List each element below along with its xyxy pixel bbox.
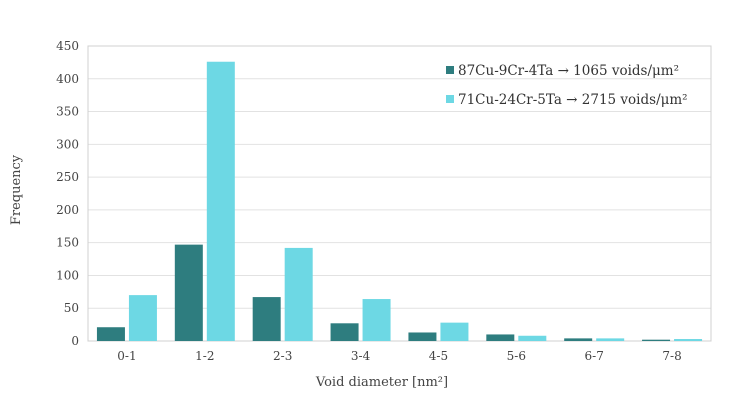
y-axis-title: Frequency: [9, 154, 24, 225]
x-tick-label: 0-1: [117, 349, 136, 363]
bar-series-1-5-6: [486, 334, 515, 341]
x-axis-title: Void diameter [nm²]: [315, 375, 448, 390]
legend: 87Cu-9Cr-4Ta → 1065 voids/μm² 71Cu-24Cr-5…: [446, 63, 688, 108]
y-tick-label: 200: [56, 203, 79, 217]
bar-series-2-5-6: [518, 335, 547, 341]
bar-series-1-6-7: [564, 338, 593, 341]
x-tick-label: 4-5: [429, 349, 448, 363]
x-tick-labels: 0-1 1-2 2-3 3-4 4-5 5-6 6-7 7-8: [117, 349, 681, 363]
y-tick-label: 450: [56, 39, 79, 53]
x-tick-label: 1-2: [195, 349, 214, 363]
bar-series-1-4-5: [408, 332, 437, 341]
legend-swatch: [446, 95, 454, 103]
bar-series-1-3-4: [330, 323, 359, 341]
bar-series-1-2-3: [252, 297, 281, 341]
bar-series-2-1-2: [206, 61, 235, 341]
bar-series-2-2-3: [284, 247, 313, 341]
bar-series-2-7-8: [674, 339, 703, 341]
legend-swatch: [446, 66, 454, 74]
legend-label: 71Cu-24Cr-5Ta → 2715 voids/μm²: [458, 92, 688, 108]
y-tick-label: 300: [56, 137, 79, 151]
bar-series-2-0-1: [128, 295, 157, 341]
y-tick-label: 100: [56, 268, 79, 282]
y-tick-label: 350: [56, 105, 79, 119]
y-tick-label: 0: [71, 334, 79, 348]
bar-series-1-7-8: [642, 339, 671, 341]
y-tick-labels: 0 50 100 150 200 250 300 350 400 450: [56, 39, 79, 348]
x-tick-label: 2-3: [273, 349, 292, 363]
legend-label: 87Cu-9Cr-4Ta → 1065 voids/μm²: [458, 63, 679, 79]
bar-series-1-1-2: [174, 244, 203, 341]
x-tick-label: 3-4: [351, 349, 371, 363]
y-tick-label: 250: [56, 170, 79, 184]
y-tick-label: 150: [56, 236, 79, 250]
bar-series-2-3-4: [362, 299, 391, 341]
y-tick-label: 400: [56, 72, 79, 86]
bar-series-1-0-1: [96, 327, 125, 341]
bar-series-2-6-7: [596, 338, 625, 341]
x-tick-label: 6-7: [585, 349, 604, 363]
x-tick-label: 7-8: [662, 349, 681, 363]
bars: [96, 61, 703, 341]
plot-frame: [87, 45, 712, 342]
y-tick-label: 50: [64, 301, 79, 315]
x-tick-label: 5-6: [507, 349, 526, 363]
bar-series-2-4-5: [440, 322, 469, 341]
